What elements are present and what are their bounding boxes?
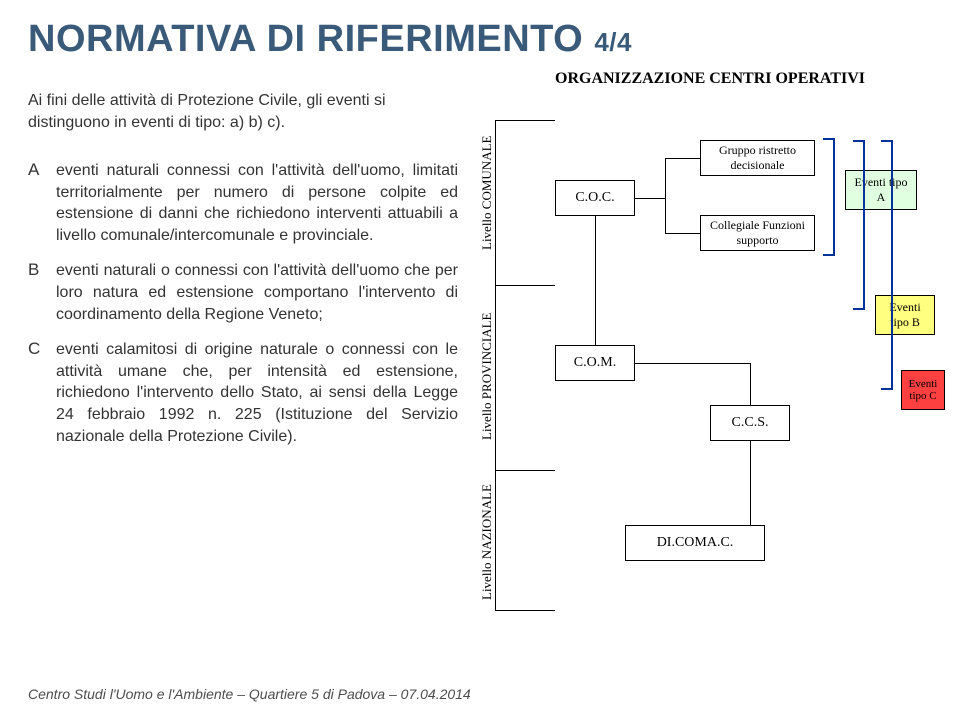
item-text-c: eventi calamitosi di origine naturale o … xyxy=(56,339,458,447)
item-letter-c: C xyxy=(28,339,56,447)
node-gruppo: Gruppo ristretto decisionale xyxy=(700,140,815,176)
item-letter-b: B xyxy=(28,260,56,325)
connector xyxy=(665,158,666,234)
title-main: NORMATIVA DI RIFERIMENTO xyxy=(28,18,583,60)
level-rail xyxy=(495,120,496,610)
footer-text: Centro Studi l'Uomo e l'Ambiente – Quart… xyxy=(28,686,471,702)
node-ccs: C.C.S. xyxy=(710,405,790,441)
node-dicoma: DI.COMA.C. xyxy=(625,525,765,561)
connector xyxy=(665,158,700,159)
org-diagram: ORGANIZZAZIONE CENTRI OPERATIVI Livello … xyxy=(475,70,945,630)
connector xyxy=(635,198,665,199)
level-tick xyxy=(495,470,555,471)
title-fraction: 4/4 xyxy=(594,27,632,57)
bracket-b xyxy=(853,140,865,310)
level-tick xyxy=(495,610,555,611)
connector xyxy=(665,233,700,234)
level-tick xyxy=(495,285,555,286)
list-item: C eventi calamitosi di origine naturale … xyxy=(28,339,458,447)
level-provinciale-label: Livello PROVINCIALE xyxy=(479,313,495,440)
event-type-list: A eventi naturali connessi con l'attivit… xyxy=(28,160,458,461)
bracket-a xyxy=(823,138,835,256)
connector xyxy=(750,363,751,405)
list-item: A eventi naturali connessi con l'attivit… xyxy=(28,160,458,246)
level-comunale-label: Livello COMUNALE xyxy=(479,136,495,250)
diagram-title: ORGANIZZAZIONE CENTRI OPERATIVI xyxy=(475,70,945,88)
bracket-c xyxy=(881,140,893,390)
connector xyxy=(635,363,750,364)
level-tick xyxy=(495,120,555,121)
level-nazionale-label: Livello NAZIONALE xyxy=(479,484,495,600)
event-c-box: Eventi tipo C xyxy=(901,370,945,410)
node-coc: C.O.C. xyxy=(555,180,635,216)
node-collegiale: Collegiale Funzioni supporto xyxy=(700,215,815,251)
node-com: C.O.M. xyxy=(555,345,635,381)
item-text-a: eventi naturali connessi con l'attività … xyxy=(56,160,458,246)
intro-text: Ai fini delle attività di Protezione Civ… xyxy=(28,90,458,133)
connector xyxy=(750,441,751,525)
page-title: NORMATIVA DI RIFERIMENTO 4/4 xyxy=(28,18,632,61)
list-item: B eventi naturali o connessi con l'attiv… xyxy=(28,260,458,325)
item-text-b: eventi naturali o connessi con l'attivit… xyxy=(56,260,458,325)
connector xyxy=(595,216,596,345)
item-letter-a: A xyxy=(28,160,56,246)
